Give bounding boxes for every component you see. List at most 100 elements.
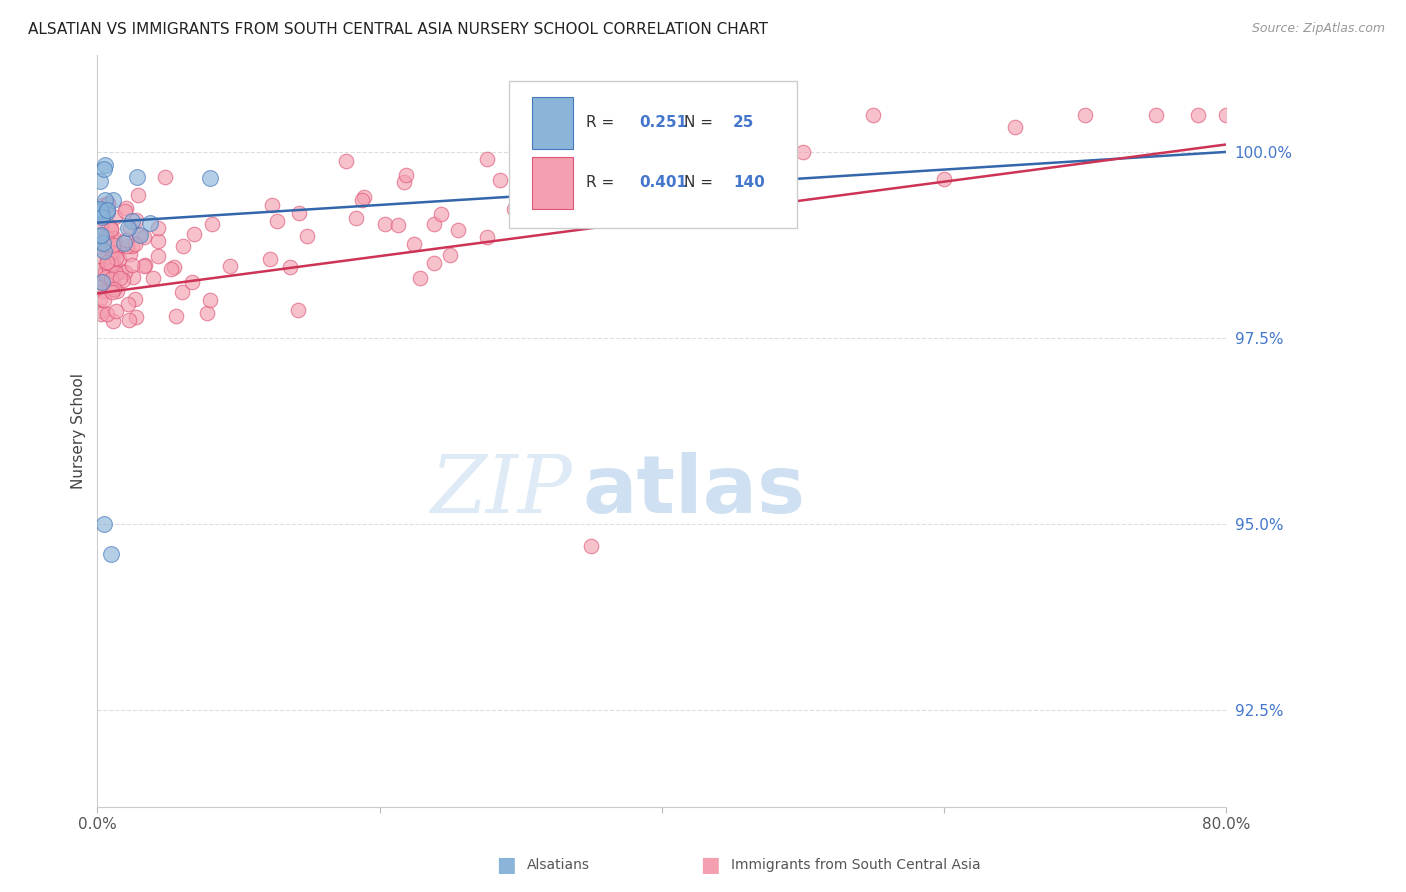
Point xyxy=(536,202,558,217)
Point xyxy=(127,169,149,184)
Point xyxy=(121,258,143,272)
Point xyxy=(94,255,117,269)
Point xyxy=(1004,120,1026,134)
Point xyxy=(101,232,124,246)
Point xyxy=(93,285,115,299)
Point xyxy=(103,230,125,244)
Point xyxy=(105,266,128,280)
Point xyxy=(198,293,221,308)
Point xyxy=(105,251,128,265)
Point xyxy=(101,285,124,300)
Point xyxy=(96,229,118,244)
Point xyxy=(581,195,603,210)
Point xyxy=(96,307,118,321)
Point xyxy=(124,213,146,227)
Point xyxy=(201,217,224,231)
Point xyxy=(195,306,218,320)
Point xyxy=(392,175,415,189)
Point xyxy=(475,229,498,244)
Point xyxy=(114,204,136,219)
Point xyxy=(402,236,425,251)
Point xyxy=(266,214,288,228)
Point xyxy=(110,264,132,278)
Point xyxy=(93,278,115,293)
Point xyxy=(423,256,446,270)
Text: Immigrants from South Central Asia: Immigrants from South Central Asia xyxy=(731,858,981,872)
Point xyxy=(94,265,117,279)
Point xyxy=(104,211,127,225)
Point xyxy=(89,174,111,188)
Point xyxy=(862,108,884,122)
Text: Alsatians: Alsatians xyxy=(527,858,591,872)
Point xyxy=(353,190,375,204)
Point xyxy=(89,276,111,290)
Point xyxy=(536,194,558,208)
Point xyxy=(103,244,125,258)
Point xyxy=(89,202,111,216)
Point xyxy=(103,193,125,207)
Point xyxy=(508,174,530,188)
Point xyxy=(101,238,124,252)
Point xyxy=(510,202,533,217)
FancyBboxPatch shape xyxy=(531,97,572,149)
Point xyxy=(104,260,127,275)
Point xyxy=(262,197,284,211)
Point xyxy=(93,517,115,532)
Text: atlas: atlas xyxy=(582,452,806,530)
Text: 25: 25 xyxy=(733,115,754,130)
Point xyxy=(87,249,110,263)
Point xyxy=(148,249,170,263)
Point xyxy=(90,228,112,243)
Point xyxy=(105,303,128,318)
Point xyxy=(89,203,111,218)
Point xyxy=(1074,108,1097,122)
Point xyxy=(218,260,240,274)
Point xyxy=(127,187,149,202)
Text: 0.401: 0.401 xyxy=(640,176,688,191)
Point xyxy=(93,161,115,176)
Point xyxy=(502,202,524,216)
Point xyxy=(142,271,165,285)
Point xyxy=(98,283,121,297)
Point xyxy=(96,254,118,268)
Point xyxy=(96,238,118,252)
Point xyxy=(430,207,453,221)
Point xyxy=(91,207,114,221)
Point xyxy=(124,236,146,251)
Point xyxy=(103,269,125,284)
Point xyxy=(90,219,112,234)
Point xyxy=(439,248,461,262)
Point xyxy=(93,293,115,307)
Point xyxy=(134,259,156,273)
Point xyxy=(295,228,318,243)
Point xyxy=(100,244,122,259)
Point xyxy=(101,276,124,290)
Point xyxy=(121,270,143,285)
Point xyxy=(387,218,409,232)
Point xyxy=(93,244,115,259)
Point xyxy=(107,241,129,255)
Text: ZIP: ZIP xyxy=(430,452,571,530)
Point xyxy=(90,275,112,289)
Point xyxy=(91,215,114,229)
Point xyxy=(89,262,111,277)
Point xyxy=(96,205,118,219)
Point xyxy=(489,173,512,187)
Point xyxy=(344,211,367,226)
Text: R =: R = xyxy=(586,115,619,130)
Point xyxy=(90,304,112,318)
Point xyxy=(93,236,115,251)
Point xyxy=(288,206,311,220)
Point xyxy=(101,314,124,328)
Point xyxy=(87,227,110,242)
Point xyxy=(100,222,122,236)
Point xyxy=(181,275,204,289)
Point xyxy=(89,229,111,244)
Point xyxy=(98,236,121,251)
Point xyxy=(162,260,184,275)
Point xyxy=(94,269,117,284)
Point xyxy=(103,249,125,263)
Point xyxy=(108,270,131,285)
Point xyxy=(90,308,112,322)
Point xyxy=(1215,108,1237,122)
